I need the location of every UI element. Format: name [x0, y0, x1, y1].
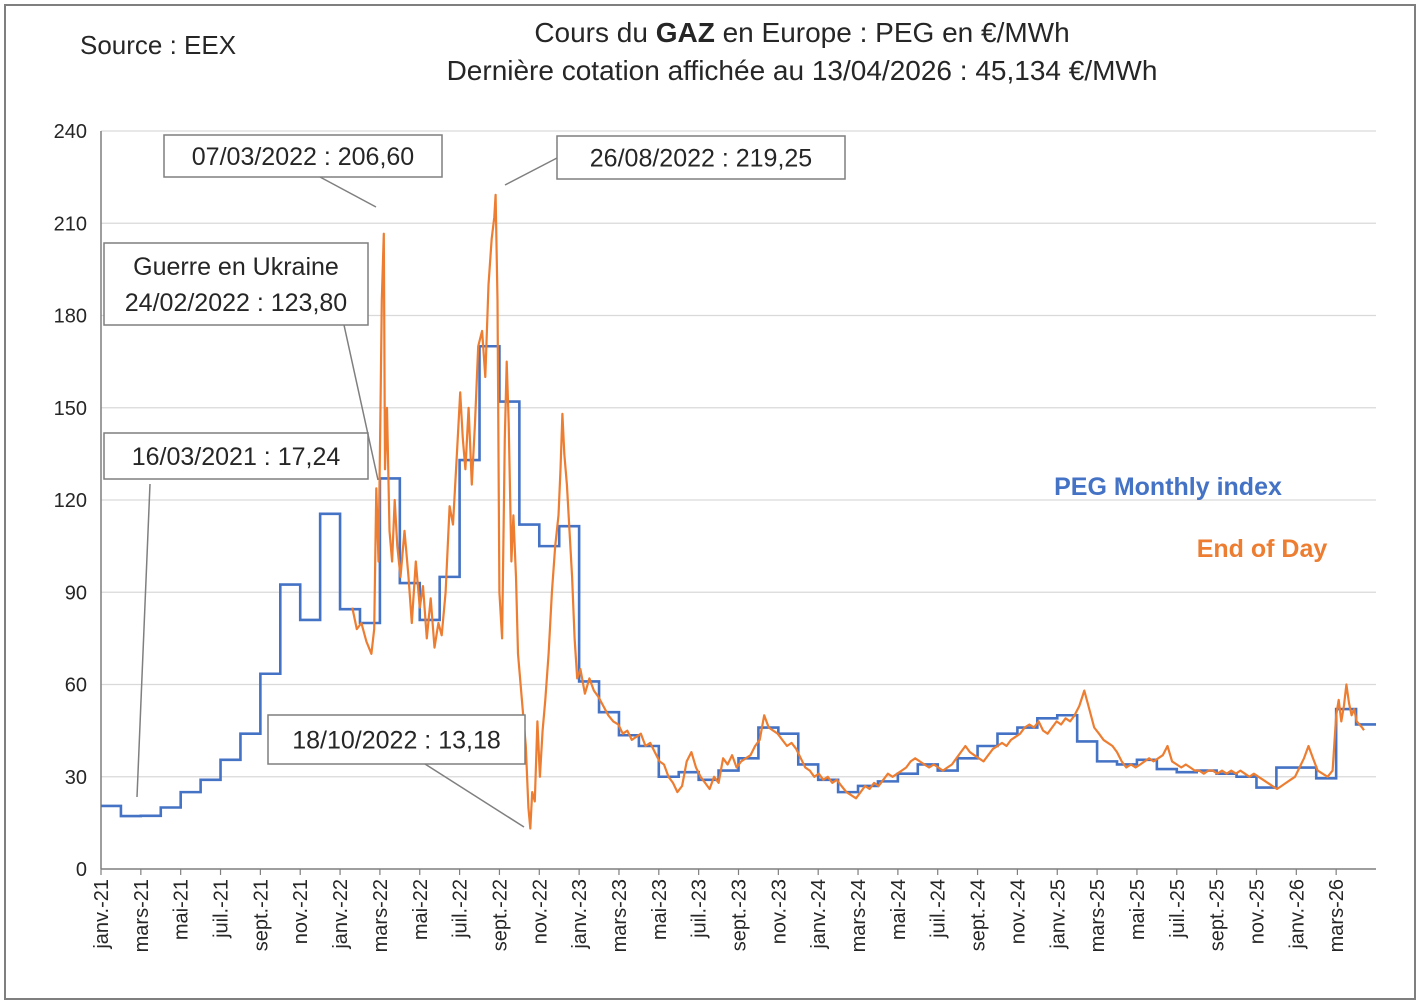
x-tick-label: janv.-24	[808, 879, 830, 950]
x-axis-ticks: janv.-21 mars-21 mai-21 juil.-21 sept.-21 nov…	[91, 869, 1348, 952]
x-tick-label: mars-25	[1087, 879, 1109, 952]
x-tick-label: juil.-24	[928, 879, 950, 939]
annotation-leader	[424, 763, 525, 828]
y-tick-label: 60	[65, 675, 87, 697]
annotation-box	[267, 714, 526, 765]
y-axis-ticks: 0 30 60 90 120 150 180 210 240	[54, 121, 87, 881]
annotation-text: 16/03/2021 : 17,24	[132, 443, 341, 471]
annotation-leader	[504, 157, 558, 186]
x-tick-label: mai-24	[888, 879, 910, 940]
y-tick-label: 240	[54, 121, 87, 143]
x-tick-label: sept.-23	[729, 879, 751, 951]
annotation-box	[103, 432, 369, 480]
y-tick-label: 30	[65, 767, 87, 789]
y-tick-label: 180	[54, 306, 87, 328]
x-tick-label: mars-26	[1326, 879, 1348, 952]
y-tick-label: 90	[65, 582, 87, 604]
annotation-ann-2022-08: 26/08/2022 : 219,25	[504, 135, 846, 186]
y-tick-label: 210	[54, 213, 87, 235]
x-tick-label: mai-25	[1127, 879, 1149, 940]
annotation-ann-2022-03: 07/03/2022 : 206,60	[163, 134, 443, 208]
x-tick-label: juil.-23	[689, 879, 711, 939]
legend-entry: End of Day	[1197, 535, 1328, 563]
x-tick-label: mai-22	[410, 879, 432, 940]
x-tick-label: janv.-23	[569, 879, 591, 950]
x-tick-label: janv.-21	[91, 879, 113, 950]
x-tick-label: mars-23	[609, 879, 631, 952]
annotation-leader	[136, 483, 151, 798]
x-tick-label: sept.-22	[489, 879, 511, 951]
x-tick-label: mai-23	[649, 879, 671, 940]
x-tick-label: nov.-21	[290, 879, 312, 944]
x-tick-label: nov.-22	[529, 879, 551, 944]
annotation-text: 26/08/2022 : 219,25	[590, 145, 812, 173]
x-tick-label: sept.-24	[968, 879, 990, 951]
annotation-box	[103, 242, 369, 326]
x-tick-label: janv.-26	[1286, 879, 1308, 950]
x-tick-label: nov.-23	[768, 879, 790, 944]
legend-entry: PEG Monthly index	[1054, 473, 1282, 501]
annotation-box	[163, 134, 443, 178]
x-tick-label: mars-21	[131, 879, 153, 952]
annotation-ann-ukraine: Guerre en Ukraine 24/02/2022 : 123,80	[103, 242, 379, 481]
x-tick-label: juil.-22	[450, 879, 472, 939]
annotation-text: 24/02/2022 : 123,80	[125, 289, 347, 317]
x-tick-label: nov.-25	[1246, 879, 1268, 944]
y-tick-label: 150	[54, 398, 87, 420]
x-tick-label: janv.-25	[1047, 879, 1069, 950]
annotations-group: 16/03/2021 : 17,24 Guerre en Ukraine 24/02…	[103, 134, 846, 828]
annotation-ann-2022-10: 18/10/2022 : 13,18	[267, 714, 526, 828]
x-tick-label: nov.-24	[1007, 879, 1029, 944]
x-tick-label: juil.-25	[1167, 879, 1189, 939]
x-tick-label: mai-21	[171, 879, 193, 940]
annotation-text: 07/03/2022 : 206,60	[192, 143, 414, 171]
y-tick-label: 120	[54, 490, 87, 512]
x-tick-label: janv.-22	[330, 879, 352, 950]
series-group	[101, 193, 1376, 830]
source-label: Source : EEX	[80, 30, 237, 60]
annotation-ann-2021-03: 16/03/2021 : 17,24	[103, 432, 369, 798]
annotation-text: Guerre en Ukraine	[133, 253, 339, 281]
x-tick-label: mars-22	[370, 879, 392, 952]
x-tick-label: mars-24	[848, 879, 870, 952]
annotation-leader	[319, 176, 377, 208]
x-tick-label: juil.-21	[211, 879, 233, 939]
y-tick-label: 0	[76, 859, 87, 881]
x-tick-label: sept.-21	[250, 879, 272, 951]
legend-group: PEG Monthly index End of Day	[1054, 473, 1327, 563]
x-tick-label: sept.-25	[1207, 879, 1229, 951]
annotation-text: 18/10/2022 : 13,18	[292, 727, 501, 755]
annotation-box	[556, 135, 846, 180]
series-line-eod	[351, 193, 1365, 830]
annotation-leader	[343, 324, 379, 481]
